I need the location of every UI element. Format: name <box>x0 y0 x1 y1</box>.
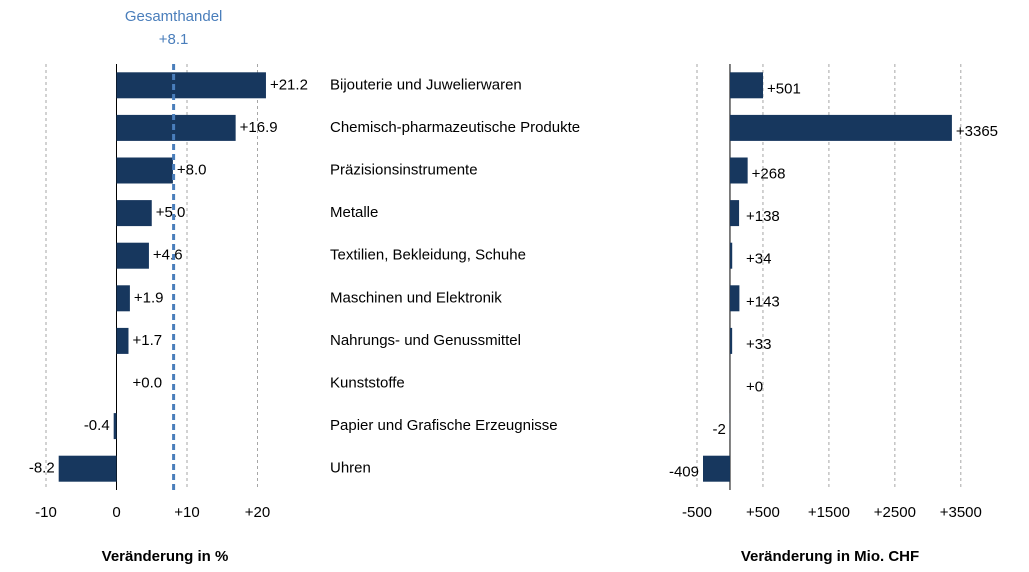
bar <box>729 242 733 269</box>
value-label: -8.2 <box>29 460 55 477</box>
value-label: -0.4 <box>84 417 110 434</box>
value-label: +33 <box>746 336 771 353</box>
category-label: Kunststoffe <box>330 374 405 391</box>
x-tick-label: +1500 <box>808 504 850 521</box>
bar <box>729 157 748 184</box>
bar <box>113 413 117 440</box>
x-tick-label: +20 <box>245 504 270 521</box>
value-label: +138 <box>746 208 780 225</box>
x-tick-label: 0 <box>112 504 120 521</box>
category-label: Präzisionsinstrumente <box>330 161 478 178</box>
value-label: +5.0 <box>156 204 186 221</box>
bar <box>116 157 173 184</box>
value-label: +34 <box>746 251 771 268</box>
reference-name: Gesamthandel <box>125 8 223 25</box>
value-label: +1.7 <box>133 332 163 349</box>
category-label: Bijouterie und Juwelierwaren <box>330 76 522 93</box>
category-label: Metalle <box>330 204 378 221</box>
x-tick-label: +10 <box>174 504 199 521</box>
axis-title: Veränderung in Mio. CHF <box>741 548 919 565</box>
bar <box>116 200 152 227</box>
bar <box>729 72 764 99</box>
value-label: +8.0 <box>177 161 207 178</box>
bar <box>116 242 149 269</box>
bar <box>116 327 129 354</box>
value-label: +143 <box>746 293 780 310</box>
x-tick-label: +500 <box>746 504 780 521</box>
value-label: +268 <box>752 165 786 182</box>
value-label: +16.9 <box>240 119 278 136</box>
bar <box>729 114 952 141</box>
x-tick-label: -500 <box>682 504 712 521</box>
category-label: Chemisch-pharmazeutische Produkte <box>330 119 580 136</box>
value-label: +3365 <box>956 123 998 140</box>
bar <box>58 455 117 482</box>
category-label: Papier und Grafische Erzeugnisse <box>330 417 558 434</box>
bar <box>729 285 740 312</box>
value-label: +21.2 <box>270 76 308 93</box>
bar <box>116 72 266 99</box>
category-label: Textilien, Bekleidung, Schuhe <box>330 247 526 264</box>
bar <box>703 455 730 482</box>
bar <box>729 327 733 354</box>
bar <box>729 200 740 227</box>
category-label: Maschinen und Elektronik <box>330 289 502 306</box>
value-label: -409 <box>669 464 699 481</box>
x-tick-label: +2500 <box>874 504 916 521</box>
bar <box>116 285 130 312</box>
x-tick-label: -10 <box>35 504 57 521</box>
x-tick-label: +3500 <box>940 504 982 521</box>
value-label: +0 <box>746 378 763 395</box>
category-label: Uhren <box>330 460 371 477</box>
value-label: +1.9 <box>134 289 164 306</box>
reference-label: +8.1 <box>159 31 189 48</box>
category-label: Nahrungs- und Genussmittel <box>330 332 521 349</box>
bar <box>116 114 236 141</box>
value-label: +4.6 <box>153 247 183 264</box>
axis-title: Veränderung in % <box>102 548 229 565</box>
value-label: +0.0 <box>133 374 163 391</box>
value-label: +501 <box>767 80 801 97</box>
value-label: -2 <box>713 421 726 438</box>
